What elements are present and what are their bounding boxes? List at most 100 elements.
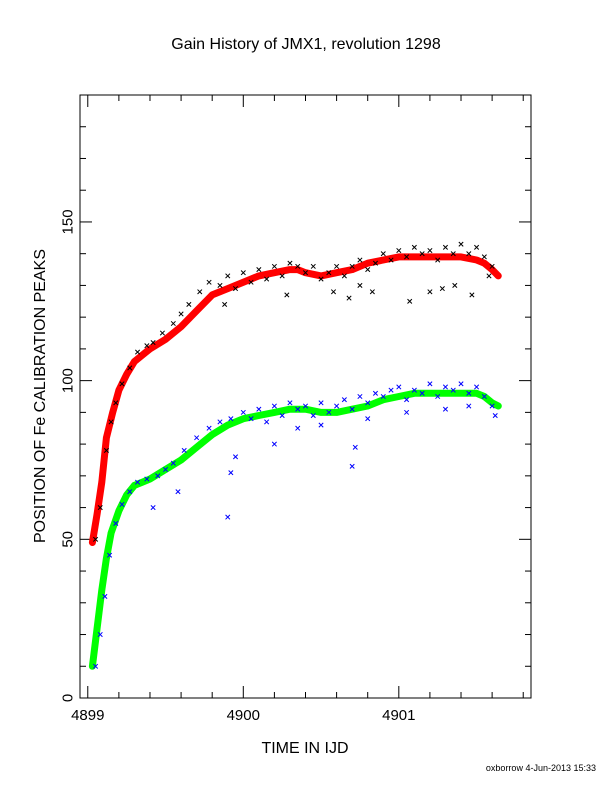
data-point (131, 358, 138, 365)
data-point (435, 393, 441, 400)
data-point (113, 520, 119, 527)
data-point (170, 320, 176, 327)
data-point (217, 419, 223, 425)
data-point (106, 552, 113, 558)
data-point (388, 257, 394, 263)
data-point (206, 425, 212, 431)
data-point (492, 412, 498, 419)
data-point (294, 266, 301, 273)
data-point (495, 402, 502, 410)
data-point (228, 416, 234, 422)
data-point (481, 254, 487, 260)
data-point (271, 441, 277, 447)
data-point (427, 381, 433, 387)
data-point (302, 270, 309, 276)
data-point (150, 339, 156, 346)
data-point (255, 412, 263, 419)
data-point (103, 434, 110, 441)
data-point (365, 400, 371, 406)
data-point (457, 390, 465, 397)
data-point (271, 269, 278, 276)
data-point (411, 253, 418, 261)
data-point (119, 381, 125, 387)
data-point (98, 478, 105, 486)
data-point (474, 244, 480, 250)
data-point (411, 244, 417, 250)
data-point (481, 260, 488, 267)
data-point (419, 390, 425, 396)
data-point (466, 390, 472, 396)
series-0 (88, 253, 502, 546)
data-point (103, 447, 109, 454)
data-point (109, 409, 116, 416)
data-point (474, 384, 480, 390)
data-point (442, 406, 449, 412)
data-point (302, 405, 309, 413)
data-point (240, 279, 247, 286)
data-point (357, 282, 363, 288)
data-point (419, 251, 425, 257)
data-point (264, 276, 270, 282)
data-point (357, 257, 363, 263)
data-point (240, 415, 247, 422)
data-point (162, 336, 169, 343)
data-point (225, 514, 231, 520)
data-point (264, 419, 270, 425)
data-point (318, 400, 324, 406)
data-point (271, 403, 277, 409)
data-point (224, 285, 231, 292)
data-point (240, 270, 246, 276)
data-point (175, 489, 181, 495)
data-point (488, 266, 496, 273)
data-point (348, 266, 356, 273)
series-2 (88, 389, 502, 670)
data-point (287, 400, 293, 406)
data-point (488, 399, 496, 407)
data-point (341, 397, 347, 403)
data-series (88, 241, 502, 670)
data-point (481, 393, 487, 400)
chart-title: Gain History of JMX1, revolution 1298 (171, 36, 441, 53)
data-point (123, 371, 130, 378)
data-point (134, 349, 141, 355)
data-point (115, 386, 123, 394)
data-point (255, 272, 263, 280)
data-point (330, 289, 337, 295)
data-point (295, 263, 301, 269)
data-point (170, 460, 176, 466)
data-point (225, 273, 231, 279)
data-point (197, 289, 203, 295)
data-point (232, 286, 239, 292)
data-point (395, 253, 403, 261)
y-tick-label: 0 (60, 694, 77, 702)
data-point (442, 390, 449, 397)
data-point (240, 409, 246, 415)
data-point (155, 473, 161, 479)
data-point (442, 384, 449, 390)
data-point (206, 279, 212, 285)
data-point (369, 289, 375, 295)
data-point (380, 256, 387, 264)
data-point (310, 412, 316, 419)
data-point (396, 247, 402, 254)
data-point (317, 272, 325, 280)
data-point (317, 409, 325, 416)
data-point (181, 447, 187, 454)
data-point (473, 256, 480, 264)
data-point (107, 529, 115, 537)
data-point (372, 390, 379, 396)
data-point (395, 393, 403, 400)
data-point (102, 593, 108, 599)
data-point (271, 409, 278, 416)
data-point (352, 444, 358, 450)
data-point (346, 295, 352, 301)
data-point (333, 269, 340, 276)
data-point (489, 263, 495, 269)
data-point (232, 454, 239, 460)
data-point (442, 253, 449, 261)
x-tick-label: 4899 (71, 707, 104, 724)
data-point (457, 253, 465, 261)
y-axis-label: POSITION OF Fe CALIBRATION PEAKS (32, 249, 49, 543)
data-point (127, 489, 133, 495)
data-point (469, 292, 475, 298)
